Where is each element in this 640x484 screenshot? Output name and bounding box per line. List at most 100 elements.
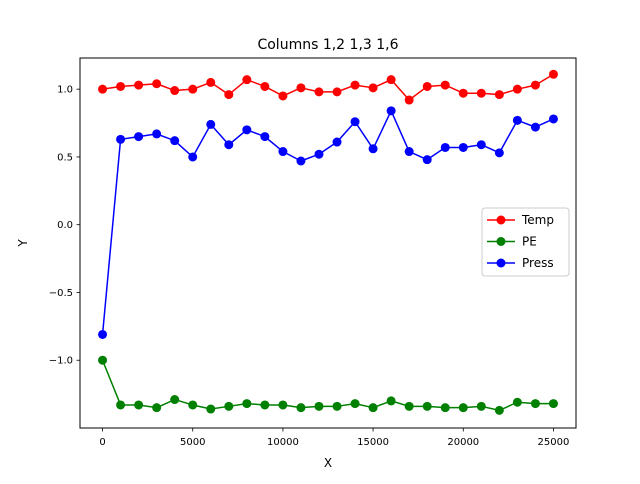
x-axis-label: X [324, 456, 332, 470]
y-axis-label: Y [16, 239, 30, 248]
data-point-temp [476, 88, 486, 98]
data-point-temp [332, 87, 342, 97]
data-point-pe [242, 399, 252, 409]
legend-label-pe: PE [522, 235, 537, 249]
axes-frame [79, 57, 577, 429]
data-point-press [296, 156, 306, 166]
data-point-pe [386, 396, 396, 406]
data-point-press [170, 136, 180, 146]
data-point-press [494, 148, 504, 158]
data-point-pe [260, 400, 270, 410]
data-point-pe [224, 401, 234, 411]
legend-swatch-marker-press [496, 258, 506, 268]
data-point-temp [206, 77, 216, 87]
data-point-pe [152, 403, 162, 413]
data-point-temp [512, 84, 522, 94]
data-point-temp [386, 75, 396, 85]
data-point-pe [440, 403, 450, 413]
data-point-temp [134, 80, 144, 90]
data-point-press [404, 147, 414, 157]
data-point-temp [458, 88, 468, 98]
data-point-press [530, 122, 540, 132]
data-point-temp [350, 80, 360, 90]
data-point-pe [476, 401, 486, 411]
legend: Temp PE Press [481, 207, 570, 277]
data-point-temp [368, 83, 378, 93]
data-point-press [98, 329, 108, 339]
data-point-pe [278, 400, 288, 410]
data-point-press [458, 142, 468, 152]
data-point-pe [404, 401, 414, 411]
data-point-pe [368, 403, 378, 413]
data-point-temp [296, 83, 306, 93]
legend-box [481, 207, 570, 277]
x-tick-label: 25000 [538, 437, 570, 448]
data-point-temp [260, 81, 270, 91]
y-tick-label: −1.0 [49, 356, 73, 367]
data-point-press [224, 140, 234, 150]
data-point-press [476, 140, 486, 150]
data-point-press [242, 125, 252, 135]
x-tick-label: 10000 [267, 437, 299, 448]
data-point-temp [314, 87, 324, 97]
legend-label-temp: Temp [521, 213, 554, 227]
data-point-pe [548, 399, 558, 409]
data-point-press [188, 152, 198, 162]
data-point-pe [530, 399, 540, 409]
legend-swatch-marker-pe [496, 237, 506, 246]
data-point-pe [296, 403, 306, 413]
data-point-temp [440, 80, 450, 90]
data-point-temp [224, 90, 234, 100]
legend-swatch-marker-temp [496, 215, 506, 225]
data-point-temp [170, 86, 180, 96]
data-point-press [260, 132, 270, 142]
data-point-press [512, 115, 522, 125]
x-tick-label: 5000 [180, 437, 205, 448]
data-point-press [134, 132, 144, 142]
data-point-temp [152, 79, 162, 89]
data-point-temp [278, 91, 288, 101]
data-point-press [350, 117, 360, 127]
x-tick-label: 0 [99, 437, 105, 448]
data-point-pe [98, 355, 108, 365]
data-point-temp [116, 81, 126, 91]
data-point-pe [332, 401, 342, 411]
data-point-press [368, 144, 378, 154]
data-point-temp [98, 84, 108, 94]
data-point-press [278, 147, 288, 157]
data-point-press [314, 149, 324, 159]
data-point-temp [404, 95, 414, 105]
data-point-temp [242, 75, 252, 85]
x-tick-label: 15000 [357, 437, 389, 448]
data-point-temp [494, 90, 504, 100]
axis-ticks: 0 5000 10000 15000 20000 25000 −1.0 −0.5 0.0 0.5 1… [49, 85, 570, 448]
data-point-temp [530, 80, 540, 90]
chart-title: Columns 1,2 1,3 1,6 [257, 37, 398, 53]
data-point-press [548, 114, 558, 124]
data-point-press [152, 129, 162, 139]
y-tick-label: −0.5 [49, 288, 73, 299]
data-point-temp [422, 81, 432, 91]
y-tick-label: 0.5 [57, 152, 73, 163]
data-point-pe [188, 400, 198, 410]
data-point-press [116, 134, 126, 144]
legend-label-press: Press [522, 256, 554, 270]
data-point-pe [422, 401, 432, 411]
data-point-pe [494, 405, 504, 415]
data-point-pe [116, 400, 126, 410]
data-point-pe [350, 399, 360, 409]
data-point-press [206, 119, 216, 129]
data-point-pe [170, 395, 180, 405]
y-tick-label: 1.0 [57, 85, 73, 96]
data-point-pe [458, 403, 468, 413]
data-point-temp [548, 69, 558, 79]
data-point-pe [206, 404, 216, 414]
data-point-pe [314, 401, 324, 411]
data-point-pe [512, 397, 522, 407]
data-point-temp [188, 84, 198, 94]
plot-area [98, 69, 558, 415]
y-tick-label: 0.0 [57, 220, 73, 231]
data-point-press [386, 106, 396, 116]
